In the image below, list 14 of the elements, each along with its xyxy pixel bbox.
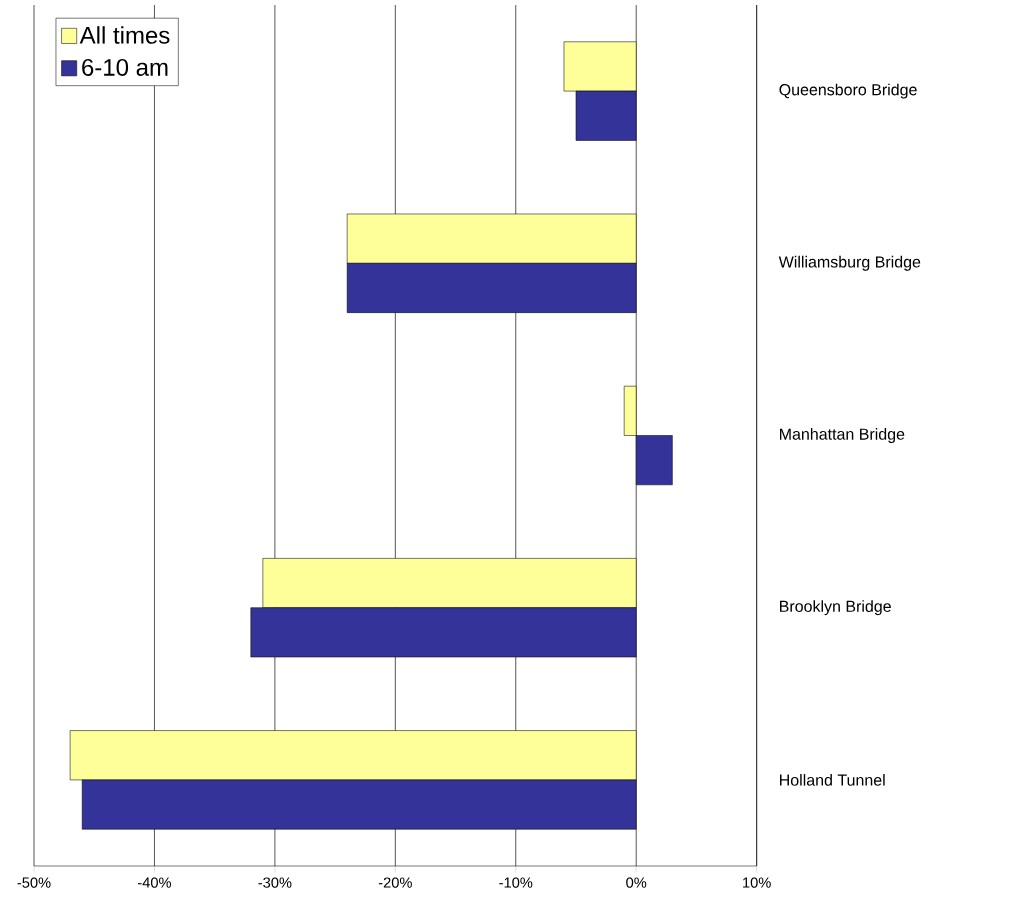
x-tick-label: -40% xyxy=(137,877,172,888)
x-tick-label: -50% xyxy=(17,877,51,888)
legend-label: 6-10 am xyxy=(82,58,168,76)
y-tick-label: Queensboro Bridge xyxy=(779,83,917,99)
y-tick-label: Manhattan Bridge xyxy=(780,428,905,443)
y-tick-label: Williamsburg Bridge xyxy=(778,255,921,271)
x-tick-label: -20% xyxy=(378,877,412,888)
y-tick-label: Holland Tunnel xyxy=(780,774,885,786)
legend-label: All times xyxy=(79,26,170,44)
y-tick-label: Brooklyn Bridge xyxy=(780,600,891,616)
x-tick-label: 0% xyxy=(626,877,647,888)
x-tick-label: -30% xyxy=(258,877,292,888)
x-tick-label: 10% xyxy=(743,877,771,888)
x-tick-label: -10% xyxy=(499,877,533,888)
